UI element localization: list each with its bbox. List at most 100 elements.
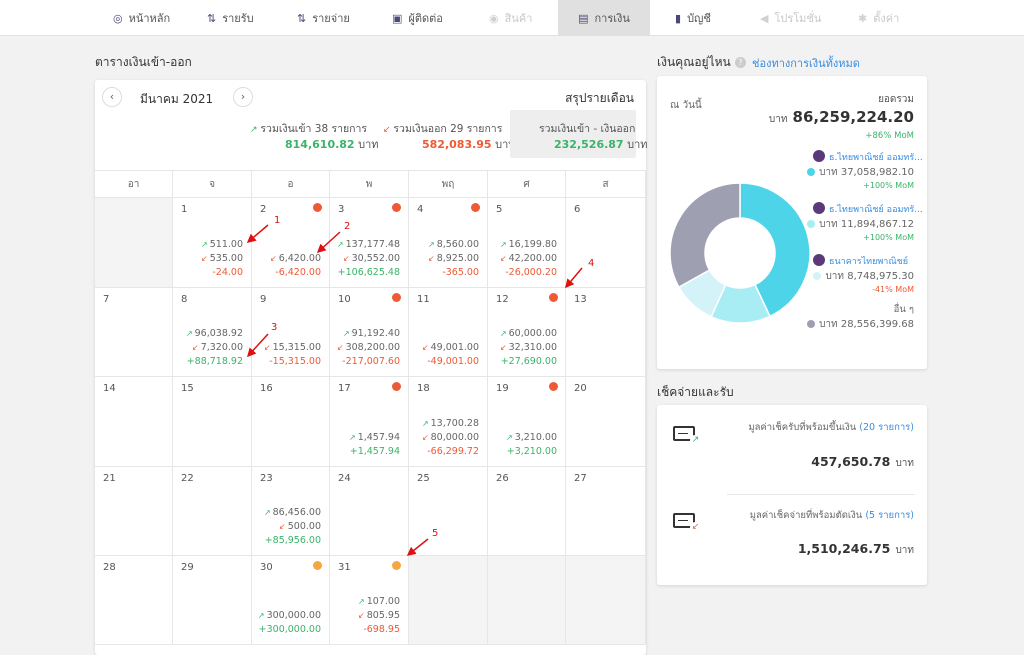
income-amount: ↗ 8,560.00 bbox=[427, 239, 479, 250]
calendar-day-cell[interactable]: 28 bbox=[95, 556, 173, 645]
income-icon: ⇅ bbox=[207, 11, 217, 25]
donut-slice-0[interactable] bbox=[739, 182, 811, 318]
calendar-day-cell[interactable]: 24 bbox=[330, 467, 409, 556]
account-name-link[interactable]: ธนาคารไทยพาณิชย์ bbox=[829, 257, 909, 267]
calendar-day-cell[interactable]: 6 bbox=[566, 198, 646, 288]
income-amount: ↗ 91,192.40 bbox=[342, 328, 400, 339]
calendar-day-cell[interactable]: 9 ↙ 15,315.00 -15,315.00 bbox=[252, 288, 330, 377]
day-number: 27 bbox=[574, 473, 587, 484]
expense-summary-value: 582,083.95 บาท bbox=[422, 138, 516, 151]
calendar-day-cell[interactable]: 25 bbox=[409, 467, 488, 556]
calendar-day-cell[interactable]: 23 ↗ 86,456.00 ↙ 500.00 +85,956.00 bbox=[252, 467, 330, 556]
help-icon[interactable]: ? bbox=[734, 57, 746, 68]
calendar-day-cell[interactable]: 30 ↗ 300,000.00 +300,000.00 bbox=[252, 556, 330, 645]
weekday-label: จ bbox=[173, 171, 252, 199]
cheques-title: เช็คจ่ายและรับ bbox=[657, 385, 734, 399]
receive-cheque-count-link[interactable]: (20 รายการ) bbox=[859, 422, 914, 433]
nav-item-3[interactable]: ▣ ผู้ติดต่อ bbox=[392, 0, 443, 36]
day-number: 29 bbox=[181, 562, 194, 573]
nav-item-0[interactable]: ◎ หน้าหลัก bbox=[113, 0, 170, 36]
calendar-day-cell[interactable]: 20 bbox=[566, 377, 646, 467]
annotation-label-5: 5 bbox=[432, 528, 439, 539]
nav-item-1[interactable]: ⇅ รายรับ bbox=[207, 0, 254, 36]
due-marker-dot[interactable] bbox=[392, 293, 401, 302]
due-marker-dot[interactable] bbox=[392, 561, 401, 570]
monthly-summary-title: สรุปรายเดือน bbox=[565, 91, 634, 105]
calendar-day-cell[interactable]: 1 ↗ 511.00 ↙ 535.00 -24.00 bbox=[173, 198, 252, 288]
calendar-day-cell[interactable]: 16 bbox=[252, 377, 330, 467]
nav-item-label: บัญชี bbox=[687, 12, 711, 25]
calendar-day-cell[interactable]: 17 ↗ 1,457.94 +1,457.94 bbox=[330, 377, 409, 467]
prev-month-button[interactable]: ‹ bbox=[102, 87, 122, 107]
cheques-card: ↗ มูลค่าเช็ครับที่พร้อมขึ้นเงิน (20 รายก… bbox=[657, 405, 927, 585]
products-icon: ◉ bbox=[489, 11, 499, 25]
nav-item-label: รายรับ bbox=[222, 12, 254, 25]
calendar-day-cell[interactable]: 3 ↗ 137,177.48 ↙ 30,552.00 +106,625.48 bbox=[330, 198, 409, 288]
income-amount: ↗ 16,199.80 bbox=[499, 239, 557, 250]
annotation-label-2: 2 bbox=[344, 221, 351, 232]
next-month-button[interactable]: › bbox=[233, 87, 253, 107]
calendar-day-cell[interactable]: 11 ↙ 49,001.00 -49,001.00 bbox=[409, 288, 488, 377]
nav-item-label: สินค้า bbox=[504, 12, 533, 25]
calendar-empty-cell bbox=[95, 198, 173, 288]
calendar-day-cell[interactable]: 12 ↗ 60,000.00 ↙ 32,310.00 +27,690.00 bbox=[488, 288, 566, 377]
due-marker-dot[interactable] bbox=[392, 203, 401, 212]
calendar-day-cell[interactable]: 5 ↗ 16,199.80 ↙ 42,200.00 -26,000.20 bbox=[488, 198, 566, 288]
calendar-day-cell[interactable]: 22 bbox=[173, 467, 252, 556]
total-label: ยอดรวม bbox=[878, 94, 914, 105]
day-number: 23 bbox=[260, 473, 273, 484]
expense-amount: ↙ 6,420.00 bbox=[269, 253, 321, 264]
expense-icon: ⇅ bbox=[297, 11, 307, 25]
income-amount: ↗ 86,456.00 bbox=[263, 507, 321, 518]
due-marker-dot[interactable] bbox=[549, 382, 558, 391]
chevron-right-icon: › bbox=[240, 90, 246, 103]
pay-cheque-value: 1,510,246.75 บาท bbox=[797, 541, 914, 556]
calendar-day-cell[interactable]: 27 bbox=[566, 467, 646, 556]
calendar-day-cell[interactable]: 14 bbox=[95, 377, 173, 467]
calendar-day-cell[interactable]: 13 bbox=[566, 288, 646, 377]
due-marker-dot[interactable] bbox=[392, 382, 401, 391]
nav-item-7[interactable]: ◀ โปรโมชั่น bbox=[760, 0, 821, 36]
net-amount: +27,690.00 bbox=[500, 356, 557, 367]
pay-cheque-count-link[interactable]: (5 รายการ) bbox=[865, 510, 914, 521]
calendar-day-cell[interactable]: 29 bbox=[173, 556, 252, 645]
calendar-day-cell[interactable]: 2 ↙ 6,420.00 -6,420.00 bbox=[252, 198, 330, 288]
calendar-day-cell[interactable]: 19 ↗ 3,210.00 +3,210.00 bbox=[488, 377, 566, 467]
expense-arrow-icon: ↙ bbox=[358, 611, 365, 620]
day-number: 12 bbox=[496, 294, 509, 305]
donut-slice-3[interactable] bbox=[669, 182, 741, 289]
calendar-day-cell[interactable]: 21 bbox=[95, 467, 173, 556]
calendar-day-cell[interactable]: 18 ↗ 13,700.28 ↙ 80,000.00 -66,299.72 bbox=[409, 377, 488, 467]
all-channels-link[interactable]: ช่องทางการเงินทั้งหมด bbox=[752, 57, 860, 70]
income-amount: ↗ 13,700.28 bbox=[421, 418, 479, 429]
due-marker-dot[interactable] bbox=[313, 203, 322, 212]
calendar-empty-cell bbox=[488, 556, 566, 645]
nav-item-6[interactable]: ▮ บัญชี bbox=[675, 0, 711, 36]
day-number: 10 bbox=[338, 294, 351, 305]
due-marker-dot[interactable] bbox=[549, 293, 558, 302]
calendar-day-cell[interactable]: 8 ↗ 96,038.92 ↙ 7,320.00 +88,718.92 bbox=[173, 288, 252, 377]
calendar-day-cell[interactable]: 10 ↗ 91,192.40 ↙ 308,200.00 -217,007.60 bbox=[330, 288, 409, 377]
calendar-day-cell[interactable]: 7 bbox=[95, 288, 173, 377]
nav-item-5[interactable]: ▤ การเงิน bbox=[558, 0, 650, 36]
nav-item-8[interactable]: ✱ ตั้งค่า bbox=[858, 0, 899, 36]
calendar-day-cell[interactable]: 31 ↗ 107.00 ↙ 805.95 -698.95 bbox=[330, 556, 409, 645]
due-marker-dot[interactable] bbox=[471, 203, 480, 212]
where-money-title: เงินคุณอยู่ไหน? bbox=[657, 53, 746, 72]
account-name-link[interactable]: ธ.ไทยพาณิชย์ ออมทรั... bbox=[829, 205, 923, 215]
calendar-day-cell[interactable]: 15 bbox=[173, 377, 252, 467]
net-amount: +1,457.94 bbox=[349, 446, 400, 457]
calendar-day-cell[interactable]: 26 bbox=[488, 467, 566, 556]
nav-item-4[interactable]: ◉ สินค้า bbox=[489, 0, 532, 36]
calendar-day-cell[interactable]: 4 ↗ 8,560.00 ↙ 8,925.00 -365.00 bbox=[409, 198, 488, 288]
expense-arrow-icon: ↙ bbox=[421, 343, 429, 352]
net-amount: -15,315.00 bbox=[269, 356, 321, 367]
expense-amount: ↙ 805.95 bbox=[358, 610, 400, 621]
nav-item-2[interactable]: ⇅ รายจ่าย bbox=[297, 0, 350, 36]
day-number: 17 bbox=[338, 383, 351, 394]
day-number: 5 bbox=[496, 204, 503, 215]
account-name-link[interactable]: ธ.ไทยพาณิชย์ ออมทรั... bbox=[829, 153, 923, 163]
bank-logo-icon bbox=[813, 202, 825, 214]
day-number: 31 bbox=[338, 562, 351, 573]
due-marker-dot[interactable] bbox=[313, 561, 322, 570]
